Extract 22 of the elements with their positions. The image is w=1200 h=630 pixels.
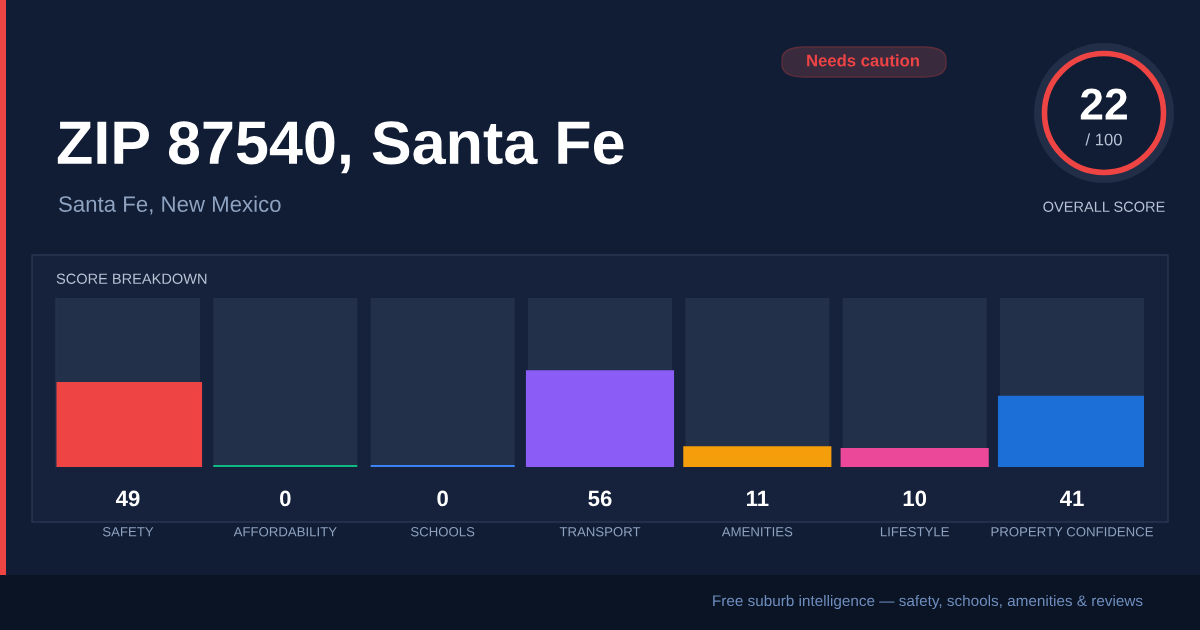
chart-subtitle: Santa Fe, New Mexico [59, 195, 281, 215]
text: SCORE BREAKDOWN [56, 273, 207, 284]
data-label: 0 [437, 490, 448, 507]
x-tick-label: SAFETY [102, 527, 154, 537]
text: Free suburb intelligence — safety, schools, amenities & reviews [713, 594, 1143, 610]
text: Needs caution [807, 54, 919, 67]
x-tick-label: SCHOOLS [411, 527, 475, 537]
text: / 100 [1085, 133, 1122, 146]
x-tick-label: LIFESTYLE [880, 527, 949, 537]
data-label: 41 [1060, 490, 1084, 507]
data-label: 56 [588, 490, 612, 507]
data-label: 10 [903, 490, 927, 507]
x-tick-label: AMENITIES [721, 527, 793, 537]
text: 22 [1080, 88, 1127, 120]
data-label: 49 [115, 490, 140, 507]
data-label: 0 [280, 490, 291, 507]
data-label: 11 [746, 490, 769, 507]
x-tick-label: AFFORDABILITY [233, 527, 337, 537]
x-tick-label: PROPERTY CONFIDENCE [991, 527, 1153, 537]
text: OVERALL SCORE [1043, 201, 1165, 212]
x-tick-label: TRANSPORT [559, 527, 641, 537]
chart-title: ZIP 87540, Santa Fe [57, 121, 624, 174]
